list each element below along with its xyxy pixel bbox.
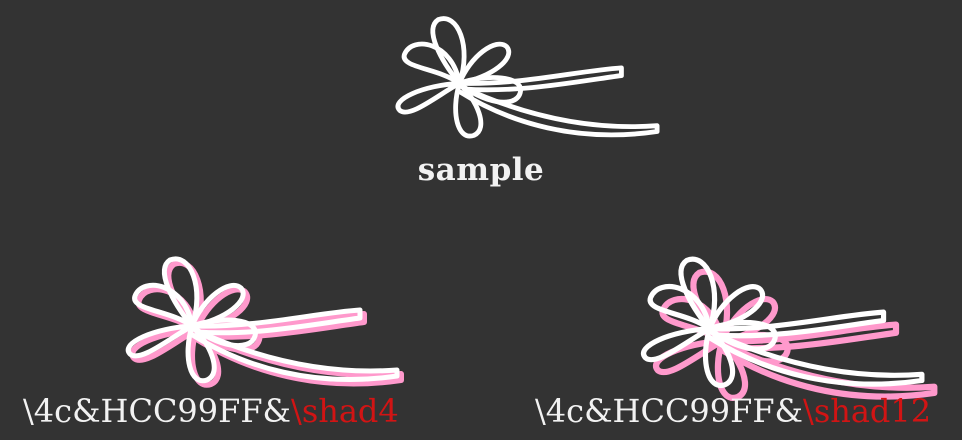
sample-panel: [360, 10, 690, 145]
shad4-panel: [100, 250, 420, 390]
caption-tag: \shad4: [291, 392, 399, 430]
flower-ribbon-icon: [360, 10, 690, 145]
caption-sample: sample: [417, 152, 545, 188]
flower-ribbon-icon: [615, 250, 945, 395]
caption-prefix: \4c&HCC99FF&: [23, 392, 292, 430]
caption-tag: \shad12: [803, 392, 932, 430]
caption-shad12: \4c&HCC99FF&\shad12: [535, 392, 931, 430]
flower-ribbon-icon: [100, 250, 420, 390]
caption-shad4: \4c&HCC99FF&\shad4: [23, 392, 399, 430]
shad12-panel: [615, 250, 945, 395]
caption-prefix: \4c&HCC99FF&: [535, 392, 804, 430]
